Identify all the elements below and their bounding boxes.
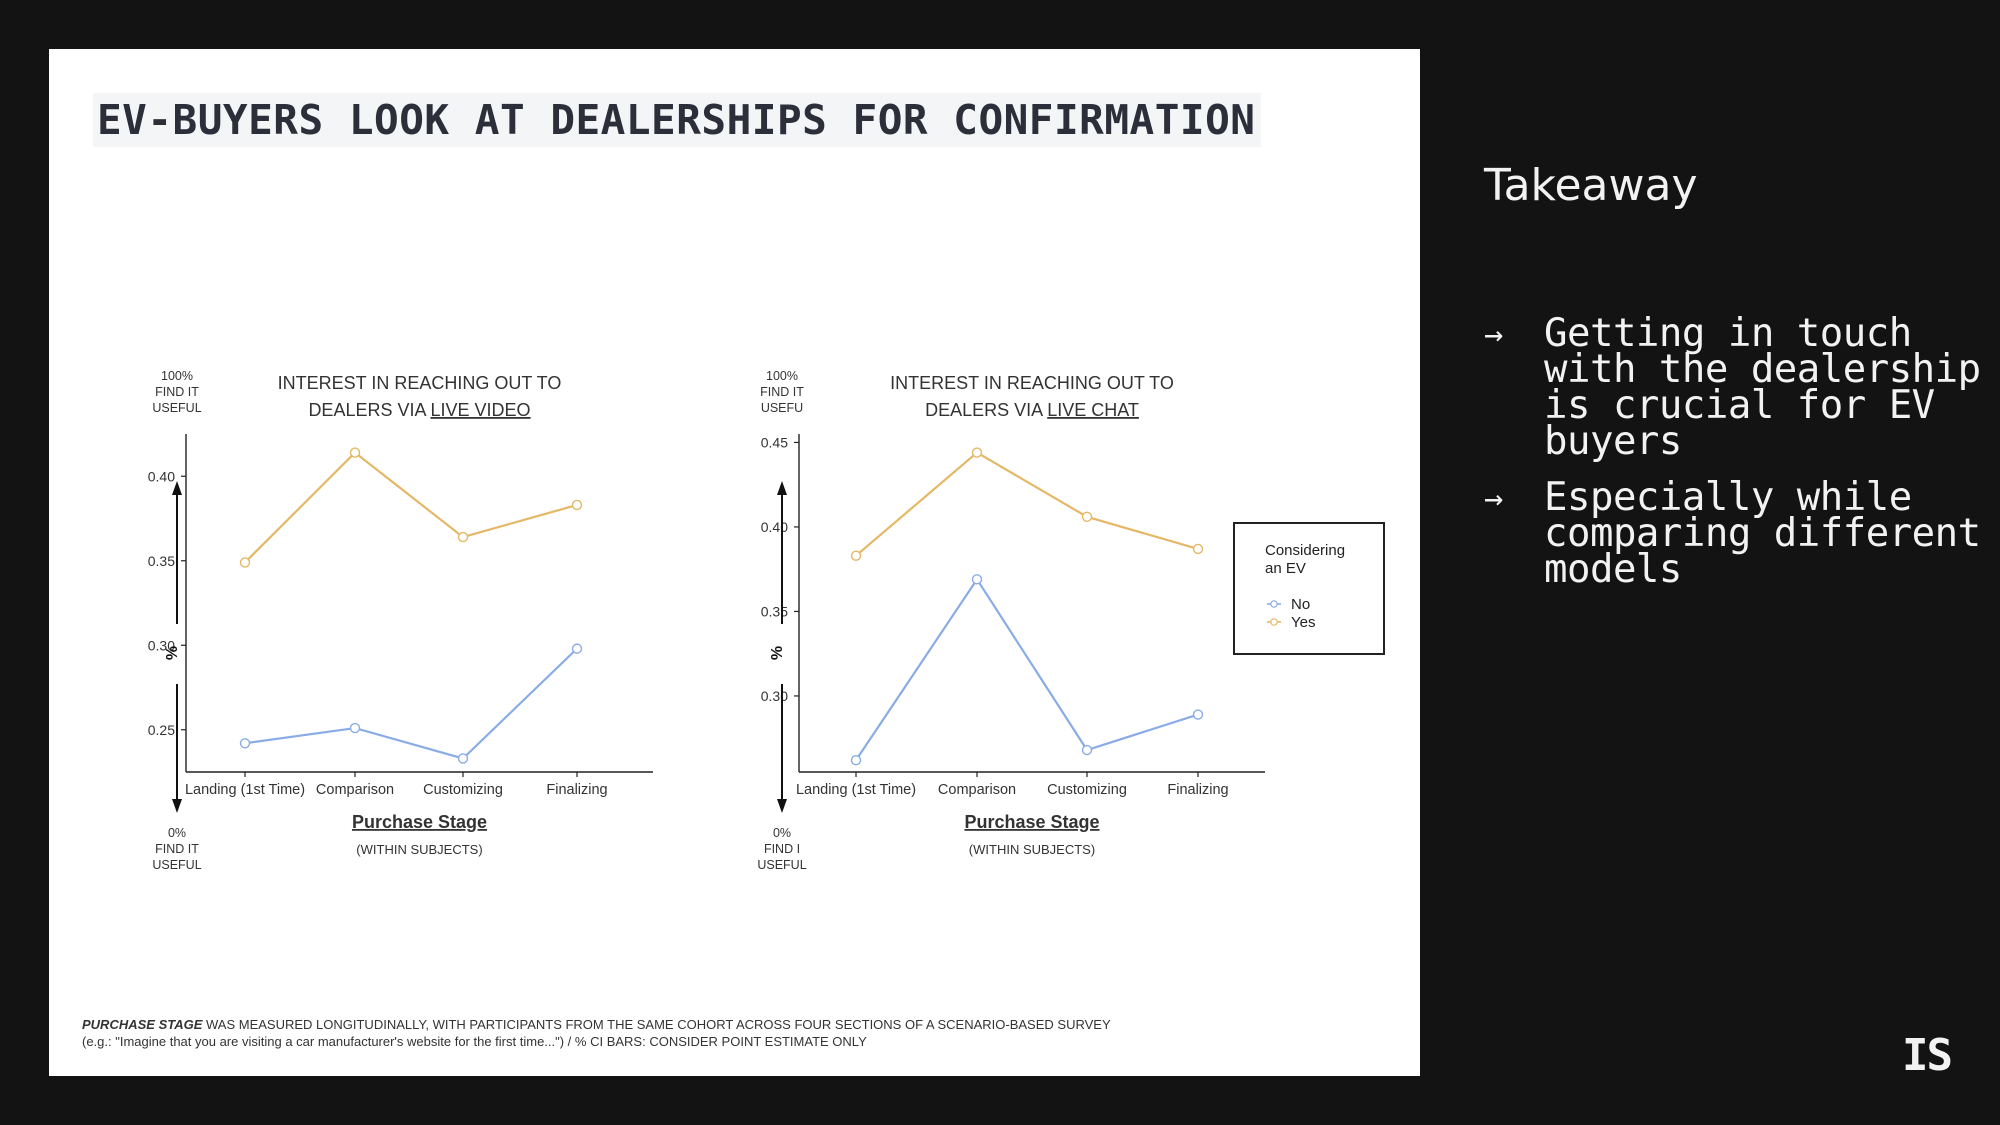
chart-2-y-bottom-note: FIND I — [764, 842, 800, 856]
chart-1-series-line-yes — [244, 451, 578, 564]
chart-2-legend-title-line-2: an EV — [1265, 560, 1306, 577]
brand-logo: IS — [1902, 1030, 1953, 1081]
chart-2-y-top-note: USEFU — [761, 401, 803, 415]
footnote-emphasis: PURCHASE STAGE — [82, 1017, 203, 1032]
chart-1-down-arrow-icon — [172, 799, 182, 813]
chart-2-point-no — [1081, 744, 1093, 756]
chart-1-root: INTEREST IN REACHING OUT TO DEALERS VIA L… — [148, 369, 1385, 872]
arrow-right-icon: → — [1484, 315, 1503, 353]
arrow-right-icon: → — [1484, 479, 1503, 517]
chart-2-y-tick-label: 0.40 — [761, 519, 788, 535]
chart-2-legend-swatch-point — [1270, 618, 1278, 626]
takeaway-item: → Especially while comparing different m… — [1484, 478, 1984, 589]
chart-1-x-tick-label: Finalizing — [546, 782, 607, 798]
chart-1-y-bottom-note: 0% — [168, 826, 186, 840]
chart-1-y-bottom-note: USEFUL — [152, 858, 201, 872]
chart-2-legend-label: No — [1291, 596, 1310, 613]
chart-1-title-prefix: DEALERS VIA — [308, 400, 430, 420]
chart-2-y-top-note: FIND IT — [760, 385, 804, 399]
chart-2-point-no — [1192, 709, 1204, 720]
chart-2-point-yes — [1192, 543, 1204, 555]
chart-2-title-prefix: DEALERS VIA — [925, 400, 1047, 420]
chart-2-title-line-2: DEALERS VIA LIVE CHAT — [925, 400, 1139, 420]
takeaway-text: Especially while comparing different mod… — [1544, 475, 1981, 592]
chart-1-x-tick-label: Customizing — [423, 782, 503, 798]
chart-2-down-arrow-icon — [777, 799, 787, 813]
chart-1-y-top-note: 100% — [161, 369, 193, 383]
chart-2-y-tick-label: 0.35 — [761, 603, 788, 619]
chart-live-video: INTEREST IN REACHING OUT TO DEALERS VIA L… — [148, 369, 1385, 872]
takeaway-list: → Getting in touch with the dealership i… — [1484, 314, 1984, 608]
chart-2-x-tick-label: Finalizing — [1167, 782, 1228, 798]
chart-2-y-top-note: 100% — [766, 369, 798, 383]
chart-1-series-line-no — [244, 647, 578, 760]
chart-2-legend-box — [1233, 522, 1385, 655]
chart-1-point-no — [349, 722, 361, 734]
chart-2-y-bottom-note: USEFUL — [757, 858, 806, 872]
chart-1-y-axis-label: % — [164, 646, 181, 660]
chart-1-x-tick-label: Landing (1st Time) — [185, 782, 305, 798]
chart-1-title-line-1: INTEREST IN REACHING OUT TO — [278, 373, 562, 393]
chart-2-x-tick-label: Comparison — [938, 782, 1016, 798]
takeaway-item: → Getting in touch with the dealership i… — [1484, 314, 1984, 461]
chart-2-x-tick-label: Landing (1st Time) — [796, 782, 916, 798]
chart-1-x-axis-subtitle: (WITHIN SUBJECTS) — [356, 842, 482, 857]
chart-1-y-tick-label: 0.35 — [148, 553, 175, 569]
chart-1-point-yes — [349, 447, 361, 458]
footnote: PURCHASE STAGE WAS MEASURED LONGITUDINAL… — [82, 1016, 1382, 1050]
chart-1-point-no — [571, 643, 583, 654]
chart-1-point-no — [457, 753, 469, 764]
chart-1-point-no — [239, 738, 251, 749]
chart-2-x-axis-subtitle: (WITHIN SUBJECTS) — [969, 842, 1095, 857]
chart-1-y-top-note: USEFUL — [152, 401, 201, 415]
footnote-line-2: (e.g.: "Imagine that you are visiting a … — [82, 1034, 867, 1049]
chart-1-up-arrow-icon — [172, 481, 182, 495]
chart-1-point-yes — [239, 557, 251, 568]
chart-1-y-top-note: FIND IT — [155, 385, 199, 399]
chart-1-y-tick-label: 0.40 — [148, 468, 175, 484]
chart-2-legend-label: Yes — [1291, 614, 1315, 631]
chart-2-x-axis-title: Purchase Stage — [964, 812, 1099, 832]
chart-2-up-arrow-icon — [777, 481, 787, 495]
chart-2-point-yes — [850, 550, 862, 561]
chart-1-title-line-2: DEALERS VIA LIVE VIDEO — [308, 400, 530, 420]
chart-1-x-tick-label: Comparison — [316, 782, 394, 798]
chart-2-legend-swatch-point — [1270, 600, 1278, 608]
chart-2-title-line-1: INTEREST IN REACHING OUT TO — [890, 373, 1174, 393]
chart-2-series-line-yes — [855, 451, 1199, 557]
chart-2-title-channel: LIVE CHAT — [1047, 400, 1139, 420]
chart-2-point-no — [971, 574, 983, 585]
chart-2-series-line-no — [855, 577, 1199, 761]
chart-2-point-yes — [1081, 511, 1093, 523]
chart-1-y-bottom-note: FIND IT — [155, 842, 199, 856]
chart-2-y-bottom-note: 0% — [773, 826, 791, 840]
footnote-text: WAS MEASURED LONGITUDINALLY, WITH PARTIC… — [202, 1017, 1111, 1032]
chart-2-legend-title-line-1: Considering — [1265, 542, 1345, 559]
takeaway-title: Takeaway — [1484, 160, 1698, 211]
chart-2-y-tick-label: 0.30 — [761, 688, 788, 704]
takeaway-text: Getting in touch with the dealership is … — [1544, 311, 1981, 464]
chart-1-x-axis-title: Purchase Stage — [352, 812, 487, 832]
chart-1-point-yes — [571, 499, 583, 511]
chart-1-y-tick-label: 0.30 — [148, 637, 175, 653]
chart-1-point-yes — [457, 531, 469, 543]
chart-1-y-tick-label: 0.25 — [148, 722, 175, 738]
chart-2-y-tick-label: 0.45 — [761, 434, 788, 450]
chart-2-point-yes — [971, 447, 983, 458]
slide-panel: EV-BUYERS LOOK AT DEALERSHIPS FOR CONFIR… — [49, 49, 1420, 1076]
chart-2-point-no — [850, 754, 862, 766]
chart-2-x-tick-label: Customizing — [1047, 782, 1127, 798]
chart-1-title-channel: LIVE VIDEO — [431, 400, 531, 420]
chart-2-y-axis-label: % — [769, 646, 786, 660]
slide-title: EV-BUYERS LOOK AT DEALERSHIPS FOR CONFIR… — [93, 93, 1262, 147]
